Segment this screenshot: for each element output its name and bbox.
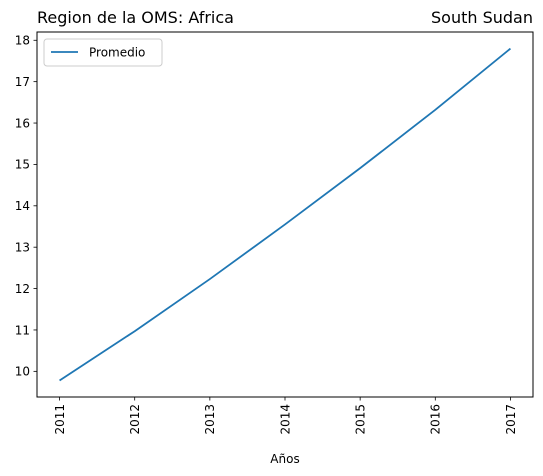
y-axis-ticks: 10 11 12 13 14 15 16 17 18 [15, 34, 37, 379]
y-tick-label: 17 [15, 75, 30, 89]
y-tick-label: 18 [15, 34, 30, 48]
y-tick-label: 14 [15, 199, 30, 213]
x-tick-label: 2017 [504, 404, 518, 435]
x-tick-label: 2015 [353, 404, 367, 435]
x-tick-label: 2012 [128, 404, 142, 435]
y-tick-label: 10 [15, 365, 30, 379]
series-layer [59, 47, 512, 382]
x-tick-label: 2011 [53, 404, 67, 435]
x-axis-ticks: 2011 2012 2013 2014 2015 2016 2017 [53, 397, 518, 435]
y-tick-label: 11 [15, 323, 30, 337]
x-tick-label: 2013 [203, 404, 217, 435]
x-axis-label: Años [270, 452, 299, 466]
chart-title-right: South Sudan [431, 8, 533, 27]
y-tick-label: 16 [15, 116, 30, 130]
y-tick-label: 13 [15, 240, 30, 254]
y-tick-label: 15 [15, 158, 30, 172]
series-line-promedio [59, 47, 512, 382]
y-tick-label: 12 [15, 282, 30, 296]
legend-label-promedio: Promedio [89, 46, 145, 60]
chart-title-left: Region de la OMS: Africa [37, 8, 234, 27]
x-tick-label: 2014 [278, 404, 292, 435]
x-tick-label: 2016 [429, 404, 443, 435]
legend-box [43, 38, 163, 67]
legend: Promedio [43, 38, 163, 67]
plot-area-frame [36, 31, 534, 398]
